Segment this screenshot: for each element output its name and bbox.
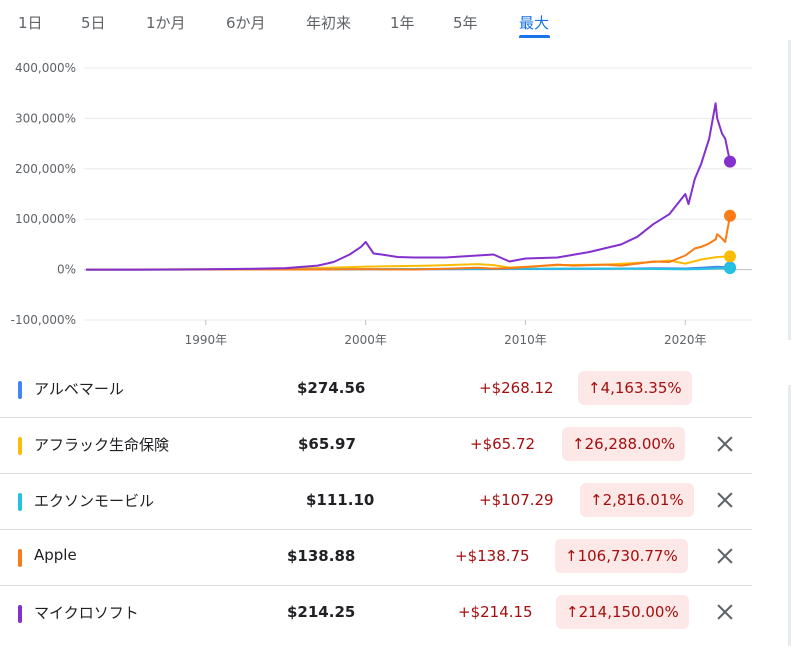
chart-gridlines: [84, 67, 752, 321]
comparison-chart: -100,000% 0% 100,000% 200,000% 300,000% 400,0…: [11, 61, 752, 347]
stock-name: Apple: [34, 546, 77, 564]
close-icon[interactable]: [714, 489, 736, 511]
stock-name: アフラック生命保険: [34, 436, 170, 454]
percent-change-badge: ↑4,163.35%: [578, 371, 692, 405]
series-color-swatch: [18, 381, 22, 399]
tab-max[interactable]: 最大: [519, 14, 550, 32]
series-endpoint-marker: [724, 250, 736, 263]
percent-change-value: 214,150.00%: [578, 603, 679, 621]
tab-5d[interactable]: 5日: [81, 14, 106, 32]
range-tabs: 1日 5日 1か月 6か月 年初来 1年 5年 最大: [0, 0, 791, 42]
tab-1y[interactable]: 1年: [390, 14, 415, 32]
panel-edge-divider: [788, 40, 791, 340]
tab-6m[interactable]: 6か月: [226, 14, 266, 32]
stock-name: マイクロソフト: [34, 604, 139, 622]
tab-1m[interactable]: 1か月: [146, 14, 186, 32]
list-item[interactable]: エクソンモービル $111.10 +$107.29 ↑2,816.01%: [0, 474, 752, 530]
arrow-up-icon: ↑: [588, 379, 601, 397]
series-line: [85, 255, 731, 271]
series-color-swatch: [18, 605, 22, 623]
x-axis: 1990年 2000年 2010年 2020年: [185, 320, 707, 347]
close-icon[interactable]: [714, 433, 736, 455]
price-change: +$214.15: [458, 603, 533, 621]
y-tick-label: 100,000%: [15, 212, 76, 226]
percent-change-value: 26,288.00%: [584, 435, 676, 453]
percent-change-badge: ↑214,150.00%: [556, 595, 689, 629]
series-line: [86, 102, 731, 271]
stock-name: アルベマール: [34, 380, 124, 398]
percent-change-badge: ↑106,730.77%: [555, 539, 688, 573]
list-item[interactable]: マイクロソフト $214.25 +$214.15 ↑214,150.00%: [0, 586, 752, 641]
price-change: +$268.12: [479, 379, 554, 397]
list-item[interactable]: アルベマール $274.56 +$268.12 ↑4,163.35%: [0, 362, 752, 418]
price-change: +$65.72: [470, 435, 536, 453]
stock-price: $274.56: [297, 379, 366, 397]
tab-selected-indicator: [519, 35, 550, 38]
close-icon[interactable]: [714, 601, 736, 623]
series-color-swatch: [18, 493, 22, 511]
series-color-swatch: [18, 437, 22, 455]
percent-change-badge: ↑26,288.00%: [562, 427, 686, 461]
panel-edge-divider: [788, 385, 791, 646]
tab-1d[interactable]: 1日: [18, 14, 43, 32]
close-icon[interactable]: [714, 545, 736, 567]
stock-price: $65.97: [298, 435, 356, 453]
series-line: [85, 215, 731, 271]
y-tick-label: 200,000%: [15, 162, 76, 176]
series-color-swatch: [18, 549, 22, 567]
y-tick-label: 300,000%: [15, 111, 76, 125]
y-tick-label: 400,000%: [15, 61, 76, 75]
comparison-list: アルベマール $274.56 +$268.12 ↑4,163.35% アフラック…: [0, 362, 752, 641]
arrow-up-icon: ↑: [565, 547, 578, 565]
series-endpoint-marker: [724, 155, 736, 168]
percent-change-value: 4,163.35%: [600, 379, 682, 397]
series-endpoint-marker: [724, 209, 736, 222]
list-item[interactable]: Apple $138.88 +$138.75 ↑106,730.77%: [0, 530, 752, 586]
tab-ytd[interactable]: 年初来: [306, 14, 352, 32]
x-tick-label: 2010年: [504, 333, 547, 347]
chart-series: [85, 102, 736, 275]
x-tick-label: 2020年: [664, 333, 707, 347]
y-axis: -100,000% 0% 100,000% 200,000% 300,000% 400,0…: [11, 61, 76, 327]
price-change: +$107.29: [479, 491, 554, 509]
arrow-up-icon: ↑: [566, 603, 579, 621]
stock-price: $138.88: [287, 547, 356, 565]
percent-change-badge: ↑2,816.01%: [580, 483, 694, 517]
arrow-up-icon: ↑: [572, 435, 585, 453]
y-tick-label: -100,000%: [11, 313, 76, 327]
tab-5y[interactable]: 5年: [453, 14, 478, 32]
percent-change-value: 106,730.77%: [577, 547, 678, 565]
stock-price: $111.10: [306, 491, 375, 509]
list-item[interactable]: アフラック生命保険 $65.97 +$65.72 ↑26,288.00%: [0, 418, 752, 474]
percent-change-value: 2,816.01%: [602, 491, 684, 509]
series-endpoint-marker: [724, 262, 736, 275]
x-tick-label: 1990年: [185, 333, 228, 347]
price-change: +$138.75: [455, 547, 530, 565]
stock-price: $214.25: [287, 603, 356, 621]
stock-name: エクソンモービル: [34, 492, 155, 510]
y-tick-label: 0%: [57, 263, 76, 277]
arrow-up-icon: ↑: [590, 491, 603, 509]
x-tick-label: 2000年: [344, 333, 387, 347]
